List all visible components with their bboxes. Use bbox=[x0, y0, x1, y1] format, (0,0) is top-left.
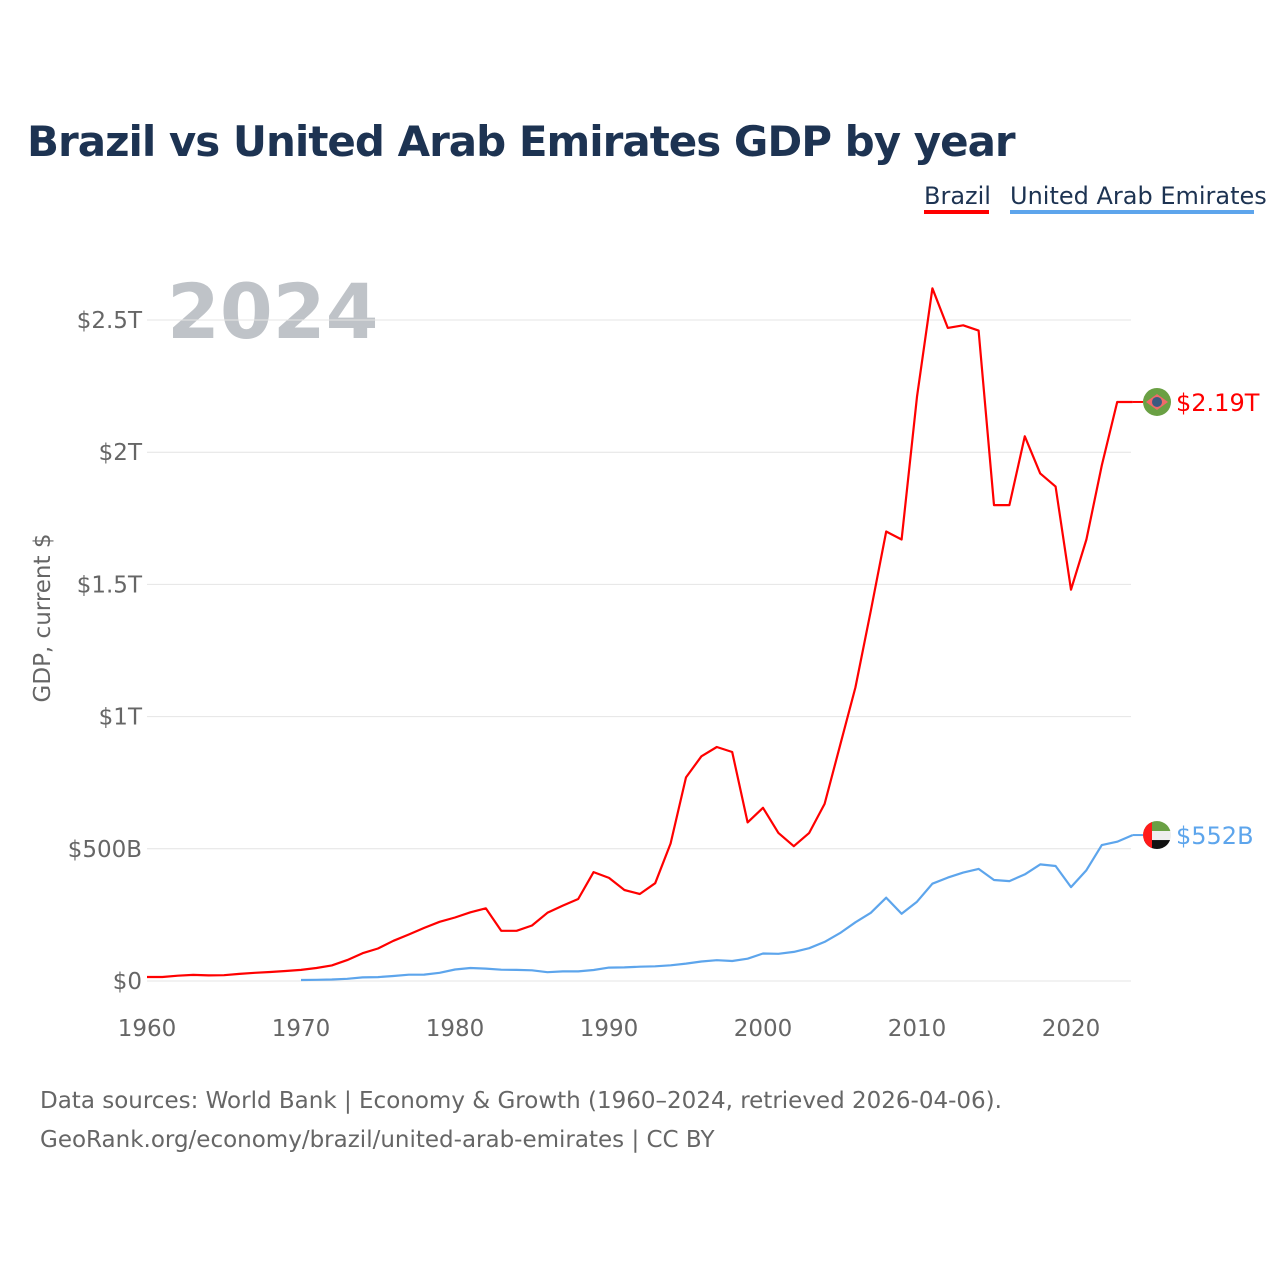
x-tick-label: 2010 bbox=[888, 1016, 947, 1042]
series-line-uae bbox=[300, 834, 1134, 982]
source-line-1: Data sources: World Bank | Economy & Gro… bbox=[40, 1088, 1002, 1114]
x-tick-label: 1980 bbox=[426, 1016, 485, 1042]
y-tick-label: $1T bbox=[99, 705, 143, 731]
grid: $0 $500B $1T $1.5T $2T $2.5T bbox=[68, 308, 1131, 995]
year-watermark: 2024 bbox=[167, 267, 379, 356]
x-tick-label: 2000 bbox=[734, 1016, 793, 1042]
legend-swatch bbox=[1010, 210, 1254, 214]
y-tick-label: $2.5T bbox=[77, 308, 143, 334]
chart-title: Brazil vs United Arab Emirates GDP by ye… bbox=[27, 117, 1016, 166]
series-lines bbox=[147, 287, 1134, 982]
x-tick-label: 1970 bbox=[272, 1016, 331, 1042]
legend-item-brazil[interactable]: Brazil bbox=[924, 182, 991, 210]
end-labels: $2.19T $552B bbox=[1132, 387, 1260, 850]
y-tick-label: $500B bbox=[68, 837, 142, 863]
x-tick-label: 1990 bbox=[580, 1016, 639, 1042]
y-tick-label: $0 bbox=[113, 969, 142, 995]
uae-flag-icon bbox=[1143, 821, 1171, 850]
brazil-flag-icon bbox=[1143, 387, 1171, 416]
x-tick-label: 2020 bbox=[1042, 1016, 1101, 1042]
x-tick-label: 1960 bbox=[118, 1016, 177, 1042]
legend: Brazil United Arab Emirates bbox=[924, 182, 1267, 214]
series-line-brazil bbox=[147, 287, 1133, 979]
y-axis-label: GDP, current $ bbox=[30, 534, 56, 703]
legend-item-uae[interactable]: United Arab Emirates bbox=[1010, 182, 1267, 210]
end-value-label: $552B bbox=[1176, 822, 1254, 850]
y-tick-label: $1.5T bbox=[77, 572, 143, 598]
end-value-label: $2.19T bbox=[1176, 389, 1260, 417]
legend-swatch bbox=[924, 210, 989, 214]
x-axis: 1960 1970 1980 1990 2000 2010 2020 bbox=[118, 1016, 1101, 1042]
y-tick-label: $2T bbox=[99, 440, 143, 466]
source-line-2: GeoRank.org/economy/brazil/united-arab-e… bbox=[40, 1127, 715, 1153]
